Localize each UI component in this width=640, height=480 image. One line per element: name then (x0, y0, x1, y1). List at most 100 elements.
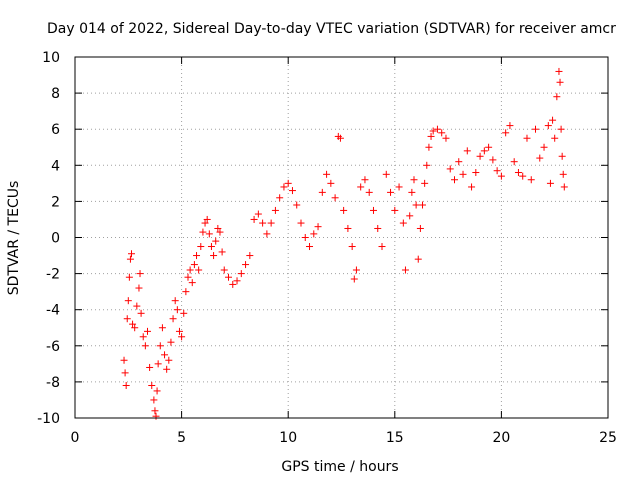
data-point (365, 188, 373, 196)
data-point (406, 212, 414, 220)
data-point (205, 230, 213, 238)
x-axis: 0 5 10 15 20 25 (71, 57, 617, 446)
data-point (455, 158, 463, 166)
data-point (306, 243, 314, 251)
data-point (190, 261, 198, 269)
data-point (423, 161, 431, 169)
data-point (171, 297, 179, 305)
data-point (387, 188, 395, 196)
data-point (480, 147, 488, 155)
y-tick-label: -10 (37, 411, 60, 427)
data-point (502, 129, 510, 137)
data-point (408, 188, 416, 196)
y-tick-label: 2 (51, 194, 60, 210)
x-axis-label: GPS time / hours (281, 459, 398, 475)
y-tick-label: -4 (46, 303, 60, 319)
data-point (154, 360, 162, 368)
data-point (259, 219, 267, 227)
data-point (139, 333, 147, 341)
data-point (555, 67, 563, 75)
data-point (254, 210, 262, 218)
data-point (169, 315, 177, 323)
data-point (220, 266, 228, 274)
data-point (544, 122, 552, 130)
data-point (156, 342, 164, 350)
data-point (121, 369, 129, 377)
points-layer (120, 67, 568, 420)
data-point (301, 234, 309, 241)
y-axis: -10 -8 -6 -4 -2 0 2 4 6 8 10 (37, 50, 608, 427)
data-point (218, 248, 226, 256)
data-point (199, 228, 207, 236)
data-point (143, 327, 151, 335)
data-point (414, 255, 422, 263)
data-point (318, 188, 326, 196)
data-point (463, 147, 471, 155)
data-point (489, 156, 497, 164)
data-point (374, 224, 382, 232)
data-point (369, 206, 377, 214)
data-point (135, 284, 143, 292)
x-tick-label: 20 (492, 430, 510, 446)
y-tick-label: 0 (51, 231, 60, 247)
data-point (151, 407, 159, 415)
data-point (310, 230, 318, 238)
data-point (242, 261, 250, 269)
data-point (560, 183, 568, 191)
data-point (212, 237, 220, 245)
data-point (419, 201, 427, 209)
data-point (442, 134, 450, 142)
grid-layer (75, 57, 608, 418)
data-point (519, 172, 527, 180)
data-point (250, 215, 258, 223)
data-point (229, 280, 237, 288)
data-point (125, 273, 133, 281)
data-point (195, 266, 203, 274)
data-point (523, 134, 531, 142)
data-point (150, 396, 158, 404)
chart-title: Day 014 of 2022, Sidereal Day-to-day VTE… (47, 21, 616, 37)
data-point (193, 252, 201, 260)
data-point (246, 252, 254, 260)
data-point (146, 363, 154, 371)
data-point (323, 170, 331, 178)
data-point (395, 183, 403, 191)
data-point (141, 342, 149, 350)
data-point (237, 270, 245, 278)
data-point (476, 152, 484, 160)
data-point (297, 219, 305, 227)
data-point (433, 125, 441, 133)
data-point (123, 315, 131, 323)
data-point (126, 255, 134, 263)
data-point (348, 243, 356, 251)
data-point (412, 201, 420, 209)
data-point (137, 309, 145, 317)
data-point (357, 183, 365, 191)
y-axis-label: SDTVAR / TECUs (6, 181, 22, 296)
data-point (438, 129, 446, 137)
data-point (182, 288, 190, 296)
data-point (459, 170, 467, 178)
data-point (340, 206, 348, 214)
data-point (556, 78, 564, 86)
y-tick-label: -8 (46, 375, 60, 391)
data-point (493, 167, 501, 175)
x-tick-label: 15 (386, 430, 404, 446)
y-tick-label: 8 (51, 86, 60, 102)
data-point (391, 206, 399, 214)
data-point (267, 219, 275, 227)
data-point (124, 297, 132, 305)
data-point (551, 134, 559, 142)
data-point (214, 224, 222, 232)
data-point (180, 309, 188, 317)
data-point (293, 201, 301, 209)
data-point (558, 152, 566, 160)
data-point (472, 169, 480, 177)
data-point (288, 187, 296, 195)
data-point (136, 270, 144, 278)
data-point (382, 170, 390, 178)
data-point (553, 93, 561, 101)
data-point (506, 122, 514, 130)
data-point (546, 179, 554, 187)
